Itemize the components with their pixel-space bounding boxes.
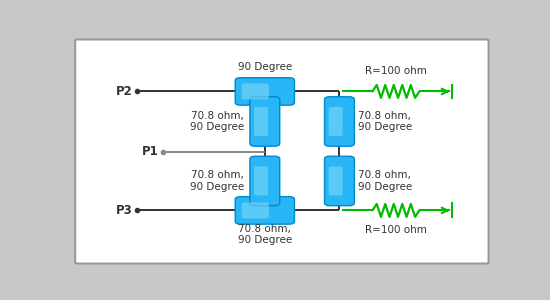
Text: 70.8 ohm,
90 Degree: 70.8 ohm, 90 Degree <box>190 170 244 192</box>
Text: P2: P2 <box>116 85 133 98</box>
Text: 70.8 ohm,
90 Degree: 70.8 ohm, 90 Degree <box>238 224 292 245</box>
FancyBboxPatch shape <box>241 202 269 218</box>
FancyBboxPatch shape <box>329 107 343 136</box>
Text: 70.8 ohm,
90 Degree: 70.8 ohm, 90 Degree <box>358 170 412 192</box>
Text: 70.8 ohm,
90 Degree: 70.8 ohm, 90 Degree <box>190 111 244 132</box>
Text: 90 Degree: 90 Degree <box>238 62 292 72</box>
FancyBboxPatch shape <box>254 167 268 196</box>
FancyBboxPatch shape <box>329 167 343 196</box>
Text: P1: P1 <box>141 145 158 158</box>
FancyBboxPatch shape <box>250 97 280 146</box>
FancyBboxPatch shape <box>254 107 268 136</box>
FancyBboxPatch shape <box>235 78 294 105</box>
Text: R=100 ohm: R=100 ohm <box>365 225 427 236</box>
Text: P3: P3 <box>116 204 133 217</box>
FancyBboxPatch shape <box>324 156 354 206</box>
FancyBboxPatch shape <box>250 156 280 206</box>
FancyBboxPatch shape <box>235 197 294 224</box>
FancyBboxPatch shape <box>324 97 354 146</box>
FancyBboxPatch shape <box>75 40 488 263</box>
FancyBboxPatch shape <box>241 83 269 99</box>
Text: R=100 ohm: R=100 ohm <box>365 66 427 76</box>
Text: 70.8 ohm,
90 Degree: 70.8 ohm, 90 Degree <box>358 111 412 132</box>
